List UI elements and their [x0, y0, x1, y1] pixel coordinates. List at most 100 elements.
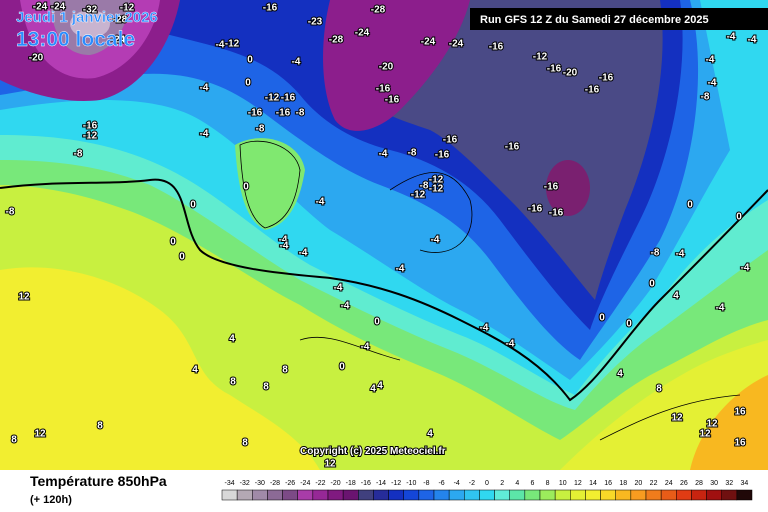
contour-label: -12	[533, 52, 548, 63]
contour-label: -4	[279, 235, 288, 246]
contour-label: -4	[341, 301, 350, 312]
contour-label: -4	[316, 197, 325, 208]
color-legend: -34 -32 -30 -28 -26 -24 -22 -20 -18 -16 -14 -12 -10-…	[221, 480, 753, 501]
contour-label: -4	[200, 129, 209, 140]
field-minus-20-east	[546, 160, 590, 216]
legend-label: 2	[500, 480, 504, 487]
contour-label: 0	[170, 237, 176, 248]
contour-label: 4	[370, 384, 376, 395]
contour-label: 8	[656, 384, 662, 395]
contour-label: -8	[256, 124, 265, 135]
contour-label: -24	[421, 37, 436, 48]
contour-label: -24	[33, 2, 48, 13]
run-box	[470, 8, 768, 30]
contour-label: -28	[113, 15, 128, 26]
legend-label: -30	[255, 480, 265, 487]
contour-label: -4	[676, 249, 685, 260]
contour-label: -12	[225, 39, 240, 50]
legend-label: 32	[725, 480, 733, 487]
contour-label: 4	[673, 291, 679, 302]
contour-label: 0	[245, 78, 251, 89]
contour-label: -24	[449, 39, 464, 50]
forecast-time: 13:00 locale	[16, 28, 135, 51]
legend-label: 24	[665, 480, 673, 487]
contour-label: -4	[741, 263, 750, 274]
legend-label: -14	[376, 480, 386, 487]
contour-label: -16	[443, 135, 458, 146]
legend-label: -32	[240, 480, 250, 487]
legend-label: 0	[485, 480, 489, 487]
legend-label: 4	[515, 480, 519, 487]
contour-label: 12	[324, 459, 336, 470]
legend-swatch	[448, 489, 465, 501]
contour-label: -32	[83, 5, 98, 16]
legend-swatch	[464, 489, 480, 501]
contour-label: -16	[544, 182, 559, 193]
contour-label: -28	[371, 5, 386, 16]
legend-swatch	[267, 489, 283, 501]
contour-label: -20	[563, 68, 578, 79]
legend-swatch	[373, 489, 389, 501]
legend-label: -22	[315, 480, 325, 487]
legend-label: -8	[423, 480, 429, 487]
legend-label: 14	[589, 480, 597, 487]
contour-label: 12	[699, 429, 711, 440]
legend-swatch	[524, 489, 541, 501]
contour-label: -4	[727, 32, 736, 43]
legend-label: 8	[546, 480, 550, 487]
contour-label: -16	[599, 73, 614, 84]
field-minus-32	[70, 10, 110, 38]
legend-label: 20	[635, 480, 643, 487]
contour-label: -4	[748, 35, 757, 46]
contour-label: -8	[74, 149, 83, 160]
contour-label: -24	[111, 35, 126, 46]
contour-label: 12	[18, 292, 30, 303]
contour-label: 8	[97, 421, 103, 432]
contour-label: -16	[505, 142, 520, 153]
legend-label: -6	[438, 480, 444, 487]
contour-label: -4	[216, 40, 225, 51]
contour-label: -16	[549, 208, 564, 219]
contour-label: -4	[361, 342, 370, 353]
contour-label: -16	[376, 84, 391, 95]
contour-label: 0	[736, 212, 742, 223]
contour-label: -16	[489, 42, 504, 53]
contour-label: -4	[706, 55, 715, 66]
contour-label: 8	[282, 365, 288, 376]
legend-swatch	[691, 489, 707, 501]
legend-swatch	[676, 489, 692, 501]
legend-label: 18	[619, 480, 627, 487]
contour-label: -12	[429, 184, 444, 195]
contour-label: -4	[280, 241, 289, 252]
footer-title: Température 850hPa	[30, 473, 167, 489]
contour-label: -16	[263, 3, 278, 14]
contour-label: 0	[649, 279, 655, 290]
legend-label: -20	[331, 480, 341, 487]
contour-label: 4	[427, 429, 433, 440]
contour-label: 0	[599, 313, 605, 324]
contour-labels: -24 -24 -32 -12-28-20-24 -12-40 -40-12 -16-4-1…	[5, 1, 758, 471]
legend-swatch	[615, 489, 632, 501]
contour-label: -4	[200, 83, 209, 94]
legend-swatch	[706, 489, 722, 501]
legend-swatch	[630, 489, 647, 501]
contour-label: 0	[339, 362, 345, 373]
legend-swatch	[297, 489, 314, 501]
contour-label: -4	[292, 57, 301, 68]
contour-label: 0	[179, 252, 185, 263]
contour-label: -16	[547, 64, 562, 75]
legend-swatch	[645, 489, 662, 501]
contour-label: -12	[83, 131, 98, 142]
contour-label: -24	[51, 2, 66, 13]
zero-contour	[0, 178, 768, 402]
legend-swatch	[539, 489, 556, 501]
legend-swatch	[736, 489, 753, 501]
forecast-date: Jeudi 1 janvier 2026	[16, 9, 158, 26]
temperature-field	[0, 0, 768, 470]
contour-label: -4	[334, 283, 343, 294]
contour-label: -16	[276, 108, 291, 119]
contour-label: 4	[229, 334, 235, 345]
contour-label: 8	[230, 377, 236, 388]
legend-swatch	[721, 489, 738, 501]
contour-label: -8	[701, 92, 710, 103]
